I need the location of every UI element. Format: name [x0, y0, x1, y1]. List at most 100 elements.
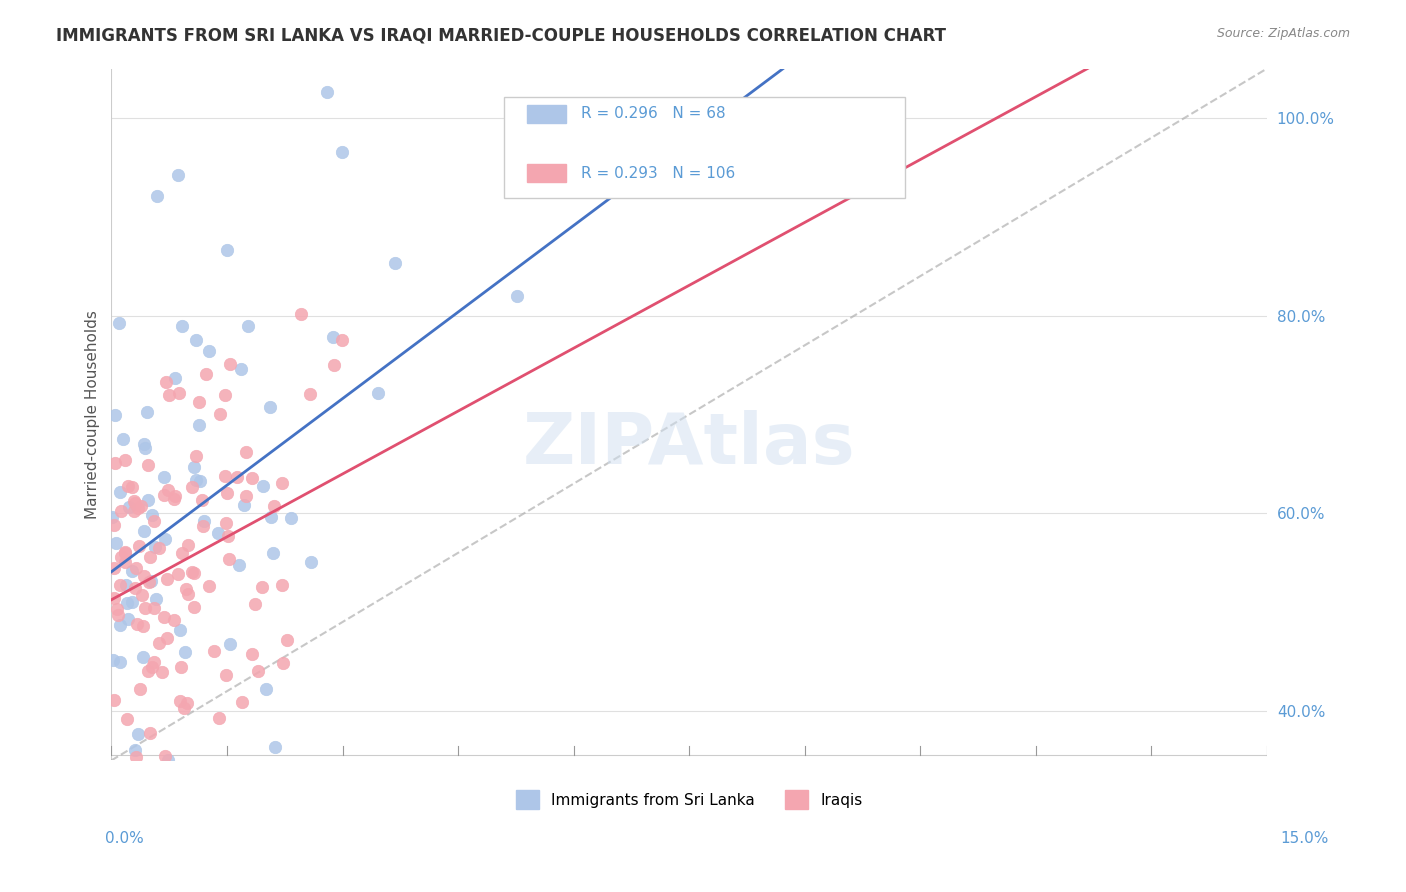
Point	[271, 656, 294, 670]
Point	[186, 473, 208, 487]
Point	[110, 550, 132, 565]
Point	[217, 486, 239, 500]
Point	[193, 515, 215, 529]
Point	[139, 726, 162, 740]
Point	[243, 597, 266, 611]
Point	[332, 145, 354, 159]
Point	[167, 566, 190, 581]
Point	[142, 601, 165, 615]
Point	[153, 748, 176, 763]
Point	[155, 375, 177, 389]
Point	[235, 445, 257, 459]
Point	[195, 367, 218, 381]
Point	[132, 650, 155, 665]
Point	[167, 385, 190, 400]
Point	[183, 459, 205, 474]
Point	[134, 442, 156, 456]
FancyBboxPatch shape	[505, 97, 905, 198]
Text: ZIPAtlas: ZIPAtlas	[523, 409, 855, 479]
Point	[132, 568, 155, 582]
Point	[143, 514, 166, 528]
Point	[122, 493, 145, 508]
Point	[191, 774, 214, 789]
Point	[155, 532, 177, 546]
Point	[136, 458, 159, 472]
Point	[169, 694, 191, 708]
Point	[299, 387, 322, 401]
Point	[384, 256, 406, 270]
Point	[165, 371, 187, 385]
Point	[173, 644, 195, 658]
Point	[117, 479, 139, 493]
Point	[134, 600, 156, 615]
Point	[252, 479, 274, 493]
Point	[105, 602, 128, 616]
Point	[131, 619, 153, 633]
Point	[139, 549, 162, 564]
Point	[125, 560, 148, 574]
Point	[141, 659, 163, 673]
Point	[219, 358, 242, 372]
Point	[215, 516, 238, 531]
Point	[169, 659, 191, 673]
Point	[124, 742, 146, 756]
Point	[177, 538, 200, 552]
Point	[124, 750, 146, 764]
Point	[207, 525, 229, 540]
Point	[263, 740, 285, 755]
Point	[177, 587, 200, 601]
Point	[129, 499, 152, 513]
Point	[226, 470, 249, 484]
Point	[127, 617, 149, 632]
Point	[188, 395, 211, 409]
Point	[218, 552, 240, 566]
Point	[127, 727, 149, 741]
Point	[114, 546, 136, 560]
Text: R = 0.296   N = 68: R = 0.296 N = 68	[581, 106, 725, 121]
Point	[157, 388, 180, 402]
Point	[153, 469, 176, 483]
Point	[146, 188, 169, 202]
Point	[121, 564, 143, 578]
Point	[280, 511, 302, 525]
Point	[156, 572, 179, 586]
Text: Source: ZipAtlas.com: Source: ZipAtlas.com	[1216, 27, 1350, 40]
Point	[132, 436, 155, 450]
Point	[236, 318, 259, 333]
Point	[166, 169, 188, 183]
Point	[263, 500, 285, 514]
Point	[214, 387, 236, 401]
Point	[506, 289, 529, 303]
Point	[167, 800, 190, 814]
Point	[323, 358, 346, 372]
Point	[322, 330, 344, 344]
Point	[115, 596, 138, 610]
Point	[215, 668, 238, 682]
Bar	[527, 105, 567, 123]
Point	[111, 432, 134, 446]
Point	[114, 555, 136, 569]
Point	[136, 405, 159, 419]
Y-axis label: Married-couple Households: Married-couple Households	[86, 310, 100, 519]
Point	[141, 574, 163, 589]
Legend: Immigrants from Sri Lanka, Iraqis: Immigrants from Sri Lanka, Iraqis	[510, 784, 869, 815]
Point	[108, 316, 131, 330]
Point	[181, 565, 204, 579]
Point	[188, 475, 211, 489]
Point	[163, 491, 186, 506]
Point	[208, 407, 231, 421]
Point	[231, 695, 253, 709]
Point	[240, 647, 263, 661]
Point	[101, 509, 124, 524]
Point	[121, 595, 143, 609]
Point	[184, 449, 207, 463]
Point	[129, 681, 152, 696]
Point	[148, 541, 170, 556]
Point	[108, 618, 131, 632]
Point	[136, 665, 159, 679]
Text: IMMIGRANTS FROM SRI LANKA VS IRAQI MARRIED-COUPLE HOUSEHOLDS CORRELATION CHART: IMMIGRANTS FROM SRI LANKA VS IRAQI MARRI…	[56, 27, 946, 45]
Point	[128, 539, 150, 553]
Point	[156, 753, 179, 767]
Point	[330, 333, 353, 347]
Point	[163, 489, 186, 503]
